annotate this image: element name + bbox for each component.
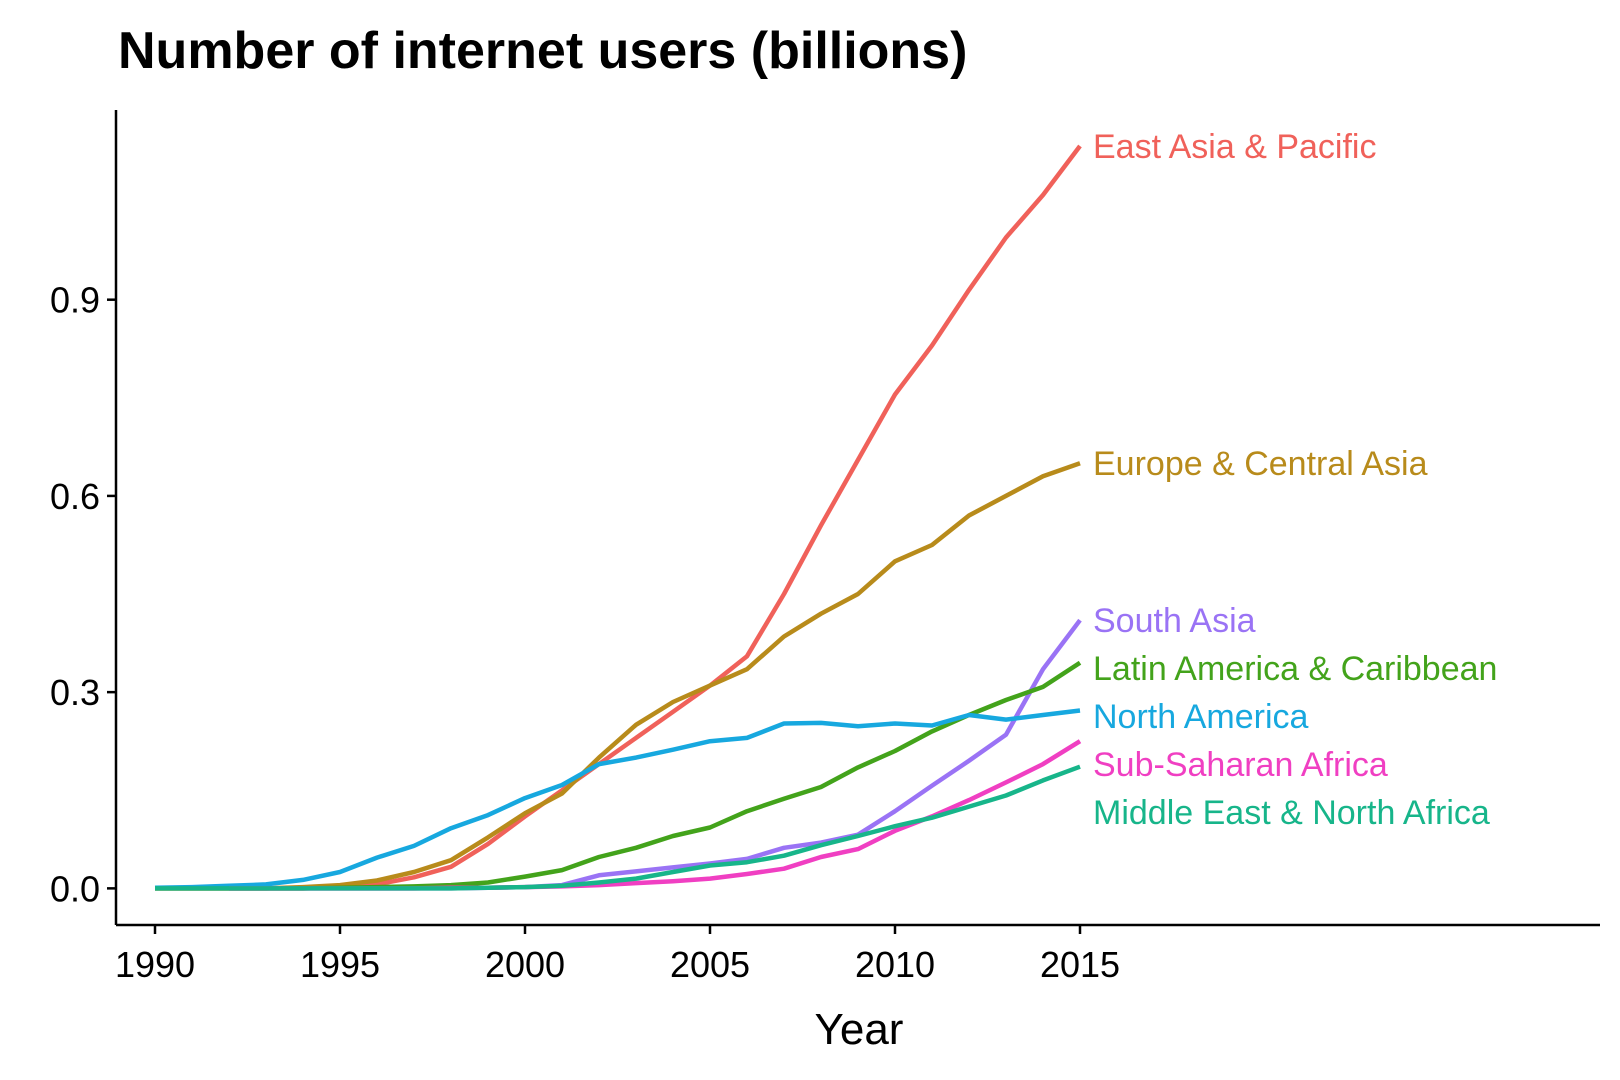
chart-title: Number of internet users (billions) <box>118 22 967 80</box>
series-label-east-asia-and-pacific: East Asia & Pacific <box>1093 128 1376 166</box>
series-line-north-america <box>154 708 1081 890</box>
x-tick-label: 2015 <box>1040 944 1120 985</box>
series-label-south-asia: South Asia <box>1093 602 1256 640</box>
x-tick-label: 2005 <box>670 944 750 985</box>
y-tick-label: 0.9 <box>50 280 100 321</box>
x-axis-ticks: 1990 1995 2000 2005 2010 2015 <box>115 925 1120 985</box>
x-tick-label: 2010 <box>855 944 935 985</box>
x-tick-label: 1995 <box>300 944 380 985</box>
series-lines <box>154 144 1082 891</box>
y-tick-label: 0.3 <box>50 672 100 713</box>
y-axis-ticks: 0.0 0.3 0.6 0.9 <box>50 280 116 909</box>
series-line-europe-and-central-asia <box>155 461 1081 891</box>
series-label-north-america: North America <box>1093 698 1308 736</box>
x-tick-label: 1990 <box>115 944 195 985</box>
series-label-europe-and-central-asia: Europe & Central Asia <box>1093 445 1428 483</box>
series-label-latin-america-and-caribbean: Latin America & Caribbean <box>1093 650 1497 688</box>
series-line-middle-east-and-north-africa <box>155 764 1081 891</box>
y-tick-label: 0.6 <box>50 476 100 517</box>
series-line-latin-america-and-caribbean <box>155 660 1082 891</box>
y-tick-label: 0.0 <box>50 868 100 909</box>
series-labels: East Asia & Pacific Europe & Central Asia… <box>1093 128 1497 832</box>
x-tick-label: 2000 <box>485 944 565 985</box>
series-label-middle-east-and-north-africa: Middle East & North Africa <box>1093 794 1490 832</box>
x-axis-title: Year <box>815 1005 904 1054</box>
series-label-sub-saharan-africa: Sub-Saharan Africa <box>1093 746 1388 784</box>
axes <box>114 110 1600 927</box>
